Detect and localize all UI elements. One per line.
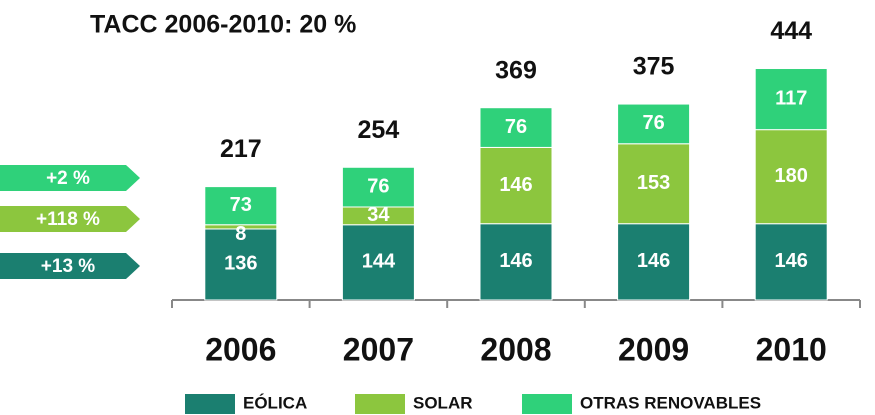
legend-label: SOLAR (413, 393, 473, 412)
bar-segment (204, 228, 278, 301)
total-label: 369 (495, 56, 537, 84)
value-label: 76 (367, 175, 389, 197)
total-label: 254 (358, 116, 400, 144)
value-label: 146 (499, 174, 532, 196)
growth-label: +2 % (46, 168, 90, 189)
bar-segment (754, 129, 828, 225)
value-label: 146 (637, 250, 670, 272)
total-label: 217 (220, 135, 262, 163)
growth-arrow (0, 253, 140, 279)
value-label: 146 (499, 250, 532, 272)
x-tick-label: 2007 (343, 331, 414, 367)
value-label: 73 (230, 194, 252, 216)
x-tick-label: 2010 (756, 331, 827, 367)
growth-arrow (0, 206, 140, 232)
bar-segment (341, 166, 415, 208)
total-label: 375 (633, 53, 675, 81)
bar-segment (479, 223, 553, 301)
legend-swatch (522, 394, 572, 414)
bar-segment (204, 186, 278, 226)
value-label: 76 (505, 116, 527, 138)
value-label: 136 (224, 253, 257, 275)
legend-swatch (185, 394, 235, 414)
legend-label: EÓLICA (243, 393, 307, 412)
bar-segment (754, 68, 828, 131)
bar-segment (617, 103, 691, 145)
x-tick-label: 2008 (480, 331, 551, 367)
bar-segment (341, 224, 415, 301)
bar-segment (617, 143, 691, 225)
legend-label: OTRAS RENOVABLES (580, 393, 761, 412)
legend-swatch (355, 394, 405, 414)
total-label: 444 (770, 17, 812, 45)
bar-segment (479, 107, 553, 148)
value-label: 8 (235, 223, 246, 245)
x-tick-label: 2009 (618, 331, 689, 367)
value-label: 76 (642, 112, 664, 134)
value-label: 180 (775, 165, 808, 187)
value-label: 153 (637, 172, 670, 194)
value-label: 146 (775, 250, 808, 272)
chart-title: TACC 2006-2010: 20 % (90, 11, 356, 39)
value-label: 117 (775, 87, 807, 109)
value-label: 34 (367, 204, 390, 226)
bar-segment (617, 223, 691, 301)
growth-label: +13 % (41, 256, 96, 277)
growth-label: +118 % (36, 209, 100, 230)
growth-arrow (0, 165, 140, 191)
x-tick-label: 2006 (205, 331, 276, 367)
value-label: 144 (362, 251, 396, 273)
bar-segment (754, 223, 828, 301)
